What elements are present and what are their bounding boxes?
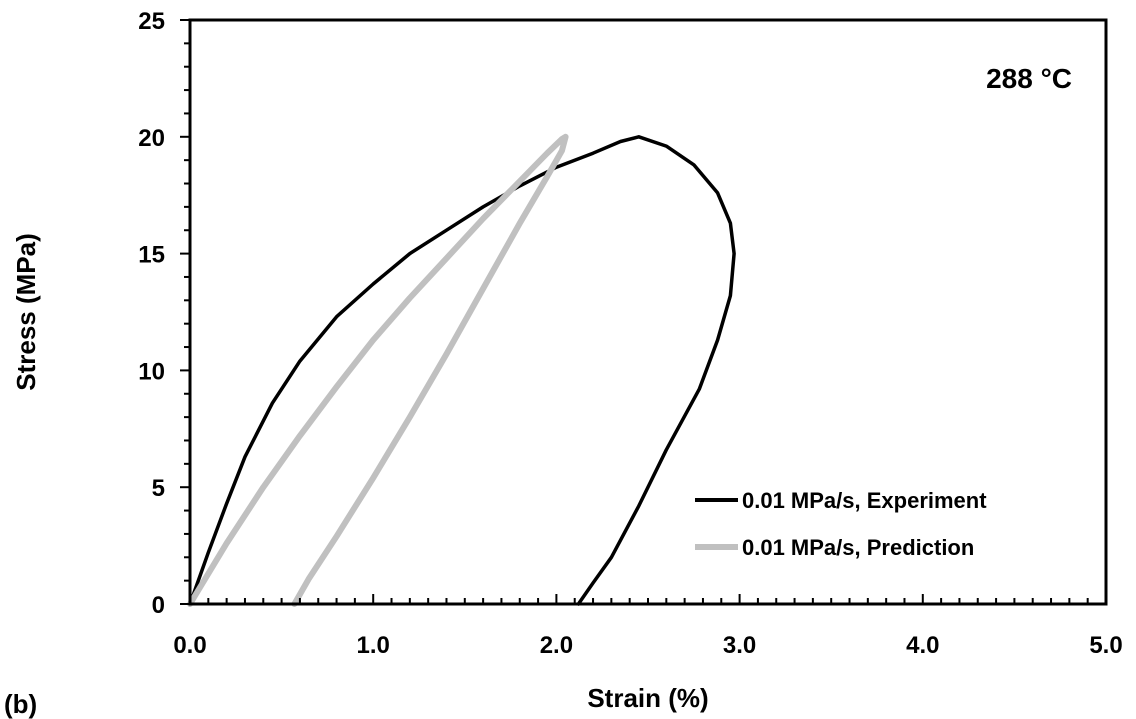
y-tick-label: 15	[138, 242, 165, 269]
y-axis-title: Stress (MPa)	[11, 233, 41, 391]
panel-label: (b)	[4, 689, 37, 719]
y-tick-label: 0	[152, 592, 165, 619]
x-tick-label: 2.0	[540, 632, 573, 659]
series-line-prediction	[187, 133, 569, 607]
x-axis-title: Strain (%)	[587, 683, 708, 713]
x-tick-label: 1.0	[357, 632, 390, 659]
legend-label-prediction: 0.01 MPa/s, Prediction	[742, 535, 974, 560]
legend: 0.01 MPa/s, Experiment 0.01 MPa/s, Predi…	[695, 488, 987, 560]
y-tick-label: 5	[152, 475, 165, 502]
y-tick-label: 20	[138, 125, 165, 152]
y-tick-label: 25	[138, 8, 165, 35]
y-tick-label: 10	[138, 358, 165, 385]
series-line-experiment	[188, 135, 736, 606]
legend-label-experiment: 0.01 MPa/s, Experiment	[742, 488, 987, 513]
ticks-layer	[180, 19, 1107, 605]
x-tick-label: 5.0	[1089, 632, 1122, 659]
x-tick-label: 3.0	[723, 632, 756, 659]
x-tick-label: 4.0	[906, 632, 939, 659]
temperature-annotation: 288 °C	[986, 63, 1072, 94]
tick-labels-layer: 0.0 1.0 2.0 3.0 4.0 5.0 0 5 10 15 20 25	[138, 8, 1122, 659]
x-tick-label: 0.0	[173, 632, 206, 659]
series-layer	[187, 133, 736, 607]
